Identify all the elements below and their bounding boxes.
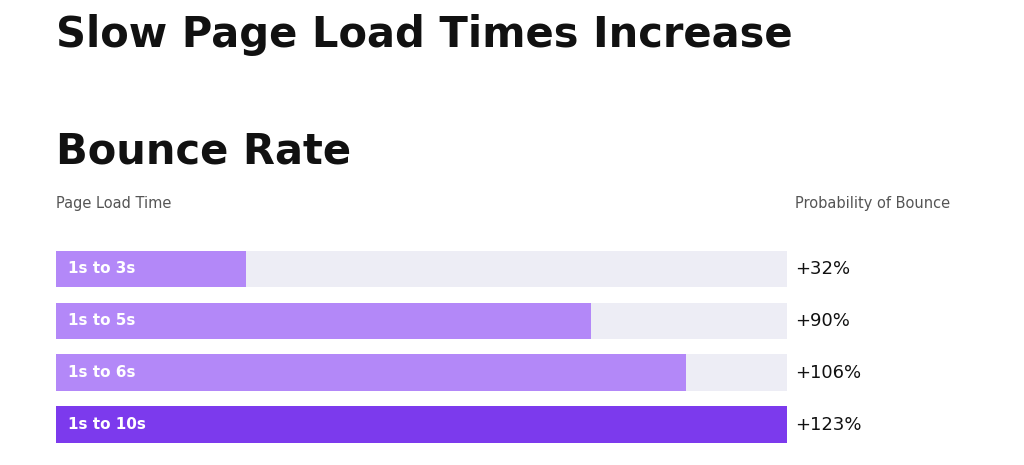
Bar (56, 303, 786, 339)
Bar (56, 354, 686, 391)
Bar (56, 251, 786, 287)
Text: 1s to 5s: 1s to 5s (69, 313, 135, 328)
Text: +123%: +123% (796, 416, 862, 433)
Text: 1s to 3s: 1s to 3s (69, 261, 135, 276)
Bar (56, 406, 786, 443)
Text: 1s to 10s: 1s to 10s (69, 417, 146, 432)
Bar (56, 406, 786, 443)
Text: Page Load Time: Page Load Time (56, 196, 172, 211)
Text: +90%: +90% (796, 312, 850, 330)
Text: +32%: +32% (796, 260, 851, 278)
Bar (56, 303, 591, 339)
Text: Bounce Rate: Bounce Rate (56, 130, 351, 172)
Text: Slow Page Load Times Increase: Slow Page Load Times Increase (56, 14, 793, 56)
Text: 1s to 6s: 1s to 6s (69, 365, 136, 380)
Text: Probability of Bounce: Probability of Bounce (796, 196, 950, 211)
Bar (56, 354, 786, 391)
Text: +106%: +106% (796, 364, 861, 382)
Bar (56, 251, 247, 287)
